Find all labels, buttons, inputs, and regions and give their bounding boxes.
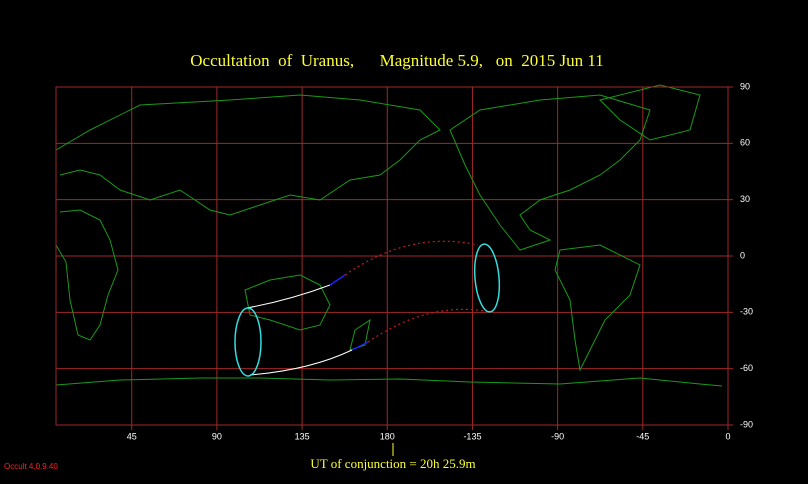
coastline <box>55 377 723 387</box>
x-tick-label: -135 <box>463 431 481 441</box>
y-tick-label: 90 <box>740 81 750 91</box>
footer: UT of conjunction = 20h 25.9m <box>310 456 475 471</box>
coastline <box>449 94 651 251</box>
coastline <box>244 274 331 331</box>
limit-ellipse <box>473 243 501 313</box>
occultation-paths <box>234 240 501 377</box>
path-curve <box>351 341 369 351</box>
path-curve <box>344 240 479 276</box>
x-tick-label: 0 <box>725 431 730 441</box>
x-tick-label: 180 <box>380 431 395 441</box>
y-tick-label: 60 <box>740 138 750 148</box>
x-tick-label: -90 <box>551 431 564 441</box>
y-tick-label: 0 <box>740 250 745 260</box>
version: Occult 4.0.9.40 <box>4 462 58 471</box>
y-tick-label: -60 <box>740 363 753 373</box>
x-tick-label: 135 <box>295 431 310 441</box>
coastline <box>554 244 641 372</box>
path-curve <box>329 274 346 286</box>
path-curve <box>249 349 353 376</box>
coastline <box>349 318 371 351</box>
y-tick-label: 30 <box>740 194 750 204</box>
coastline <box>55 94 441 216</box>
y-tick-label: -90 <box>740 419 753 429</box>
coastlines <box>55 84 723 387</box>
x-tick-label: 45 <box>127 431 137 441</box>
x-tick-label: 90 <box>212 431 222 441</box>
coastline <box>599 84 701 141</box>
map-frame <box>55 86 729 426</box>
path-curve <box>367 308 491 343</box>
limit-ellipse <box>234 307 262 377</box>
chart-title: Occultation of Uranus, Magnitude 5.9, on… <box>190 51 603 70</box>
y-tick-label: -30 <box>740 307 753 317</box>
coastline <box>55 209 119 341</box>
path-curve <box>246 284 331 309</box>
x-tick-label: -45 <box>636 431 649 441</box>
